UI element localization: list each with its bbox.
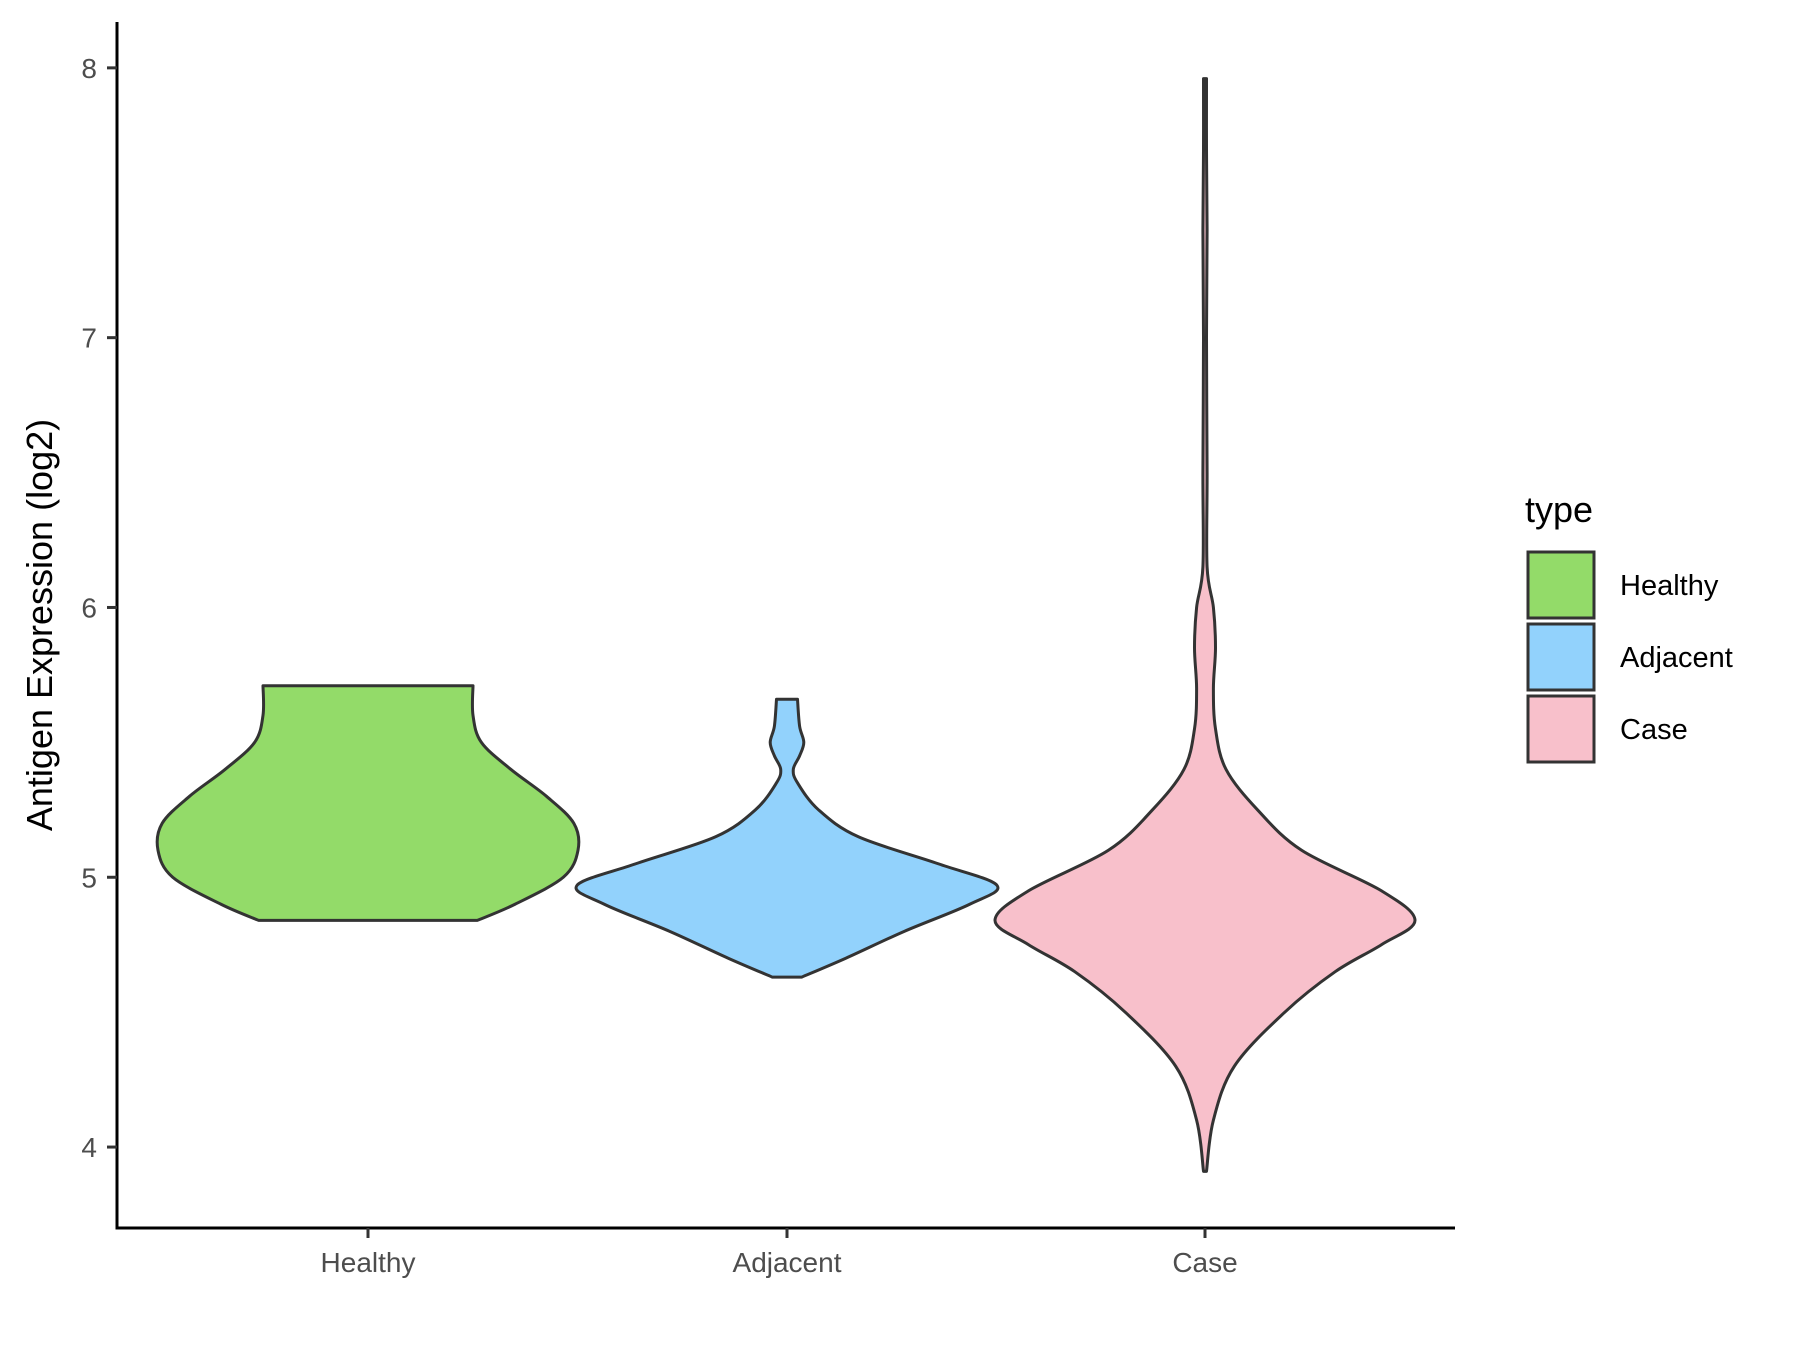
- legend-label-case: Case: [1620, 714, 1688, 746]
- violin-adjacent: [574, 697, 1000, 979]
- legend-title: type: [1525, 489, 1593, 530]
- legend-key-healthy: [1526, 550, 1596, 620]
- y-tick-label-5: 5: [81, 862, 97, 893]
- x-tick-label-case: Case: [1172, 1247, 1237, 1278]
- y-tick-label-8: 8: [81, 53, 97, 84]
- violin-healthy: [155, 684, 581, 922]
- legend-key-case: [1526, 694, 1596, 764]
- y-tick-label-6: 6: [81, 592, 97, 623]
- x-tick-label-healthy: Healthy: [321, 1247, 416, 1278]
- violin-case: [993, 77, 1417, 1173]
- legend-label-healthy: Healthy: [1620, 570, 1719, 602]
- y-tick-label-7: 7: [81, 323, 97, 354]
- legend-label-adjacent: Adjacent: [1620, 642, 1733, 674]
- y-axis-title: Antigen Expression (log2): [19, 419, 60, 831]
- violins-layer: [155, 77, 1417, 1173]
- legend-key-adjacent: [1526, 622, 1596, 692]
- y-tick-label-4: 4: [81, 1132, 97, 1163]
- legend: type Healthy Adjacent Case: [1525, 489, 1733, 764]
- x-tick-label-adjacent: Adjacent: [733, 1247, 842, 1278]
- axes-layer: 4 5 6 7 8 Healthy Adjacent Case Antigen Expressi…: [19, 22, 1455, 1278]
